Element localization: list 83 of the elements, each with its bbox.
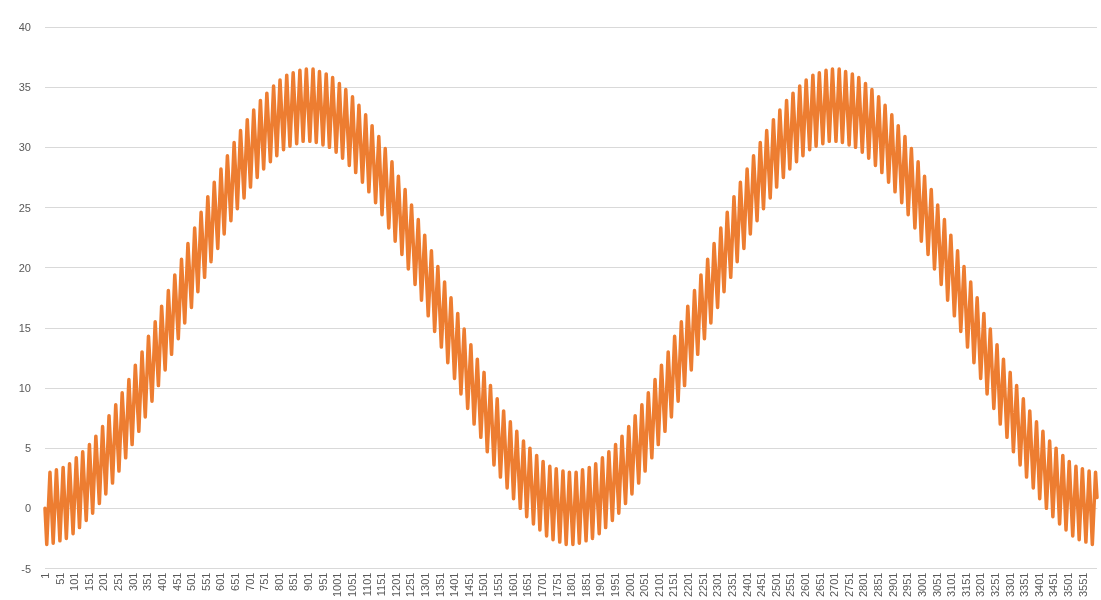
x-tick-label: 851	[287, 572, 300, 591]
x-tick-label: 351	[141, 572, 154, 591]
x-tick-label: 3251	[988, 572, 1001, 598]
x-tick-label: 3201	[974, 572, 987, 598]
x-tick-label: 3151	[959, 572, 972, 598]
x-tick-label: 2051	[638, 572, 651, 598]
x-tick-label: 1801	[565, 572, 578, 598]
x-tick-label: 2651	[813, 572, 826, 598]
y-tick-label: 30	[18, 141, 31, 154]
y-tick-label: -5	[21, 562, 31, 575]
x-tick-label: 3501	[1062, 572, 1075, 598]
x-tick-label: 651	[229, 572, 241, 591]
x-tick-label: 151	[82, 572, 95, 591]
x-tick-label: 1651	[521, 572, 534, 598]
x-tick-label: 2401	[740, 572, 753, 598]
x-tick-label: 1901	[594, 572, 607, 598]
x-tick-label: 3301	[1003, 572, 1016, 598]
x-tick-label: 2951	[901, 572, 914, 598]
y-tick-label: 15	[18, 321, 31, 334]
x-tick-label: 2251	[696, 572, 709, 598]
x-tick-label: 1301	[418, 572, 431, 598]
x-tick-label: 3351	[1018, 572, 1031, 598]
x-tick-label: 1451	[462, 572, 475, 598]
x-tick-label: 501	[185, 572, 198, 591]
x-tick-label: 451	[170, 572, 183, 591]
x-tick-label: 901	[302, 572, 315, 591]
x-tick-label: 601	[214, 572, 227, 591]
line-series	[43, 67, 1099, 547]
x-tick-label: 401	[155, 572, 168, 591]
y-tick-label: 35	[18, 81, 31, 94]
x-tick-label: 1951	[608, 572, 621, 598]
x-tick-label: 2701	[828, 572, 841, 598]
y-tick-label: 10	[18, 382, 31, 395]
x-tick-label: 1501	[477, 572, 490, 598]
x-tick-label: 1151	[375, 572, 388, 597]
x-tick-label: 1701	[535, 572, 548, 598]
x-tick-label: 3551	[1076, 572, 1089, 598]
y-tick-label: 0	[24, 502, 31, 515]
x-tick-label: 1251	[404, 572, 417, 598]
y-tick-label: 20	[18, 261, 31, 274]
x-tick-label: 3401	[1032, 572, 1045, 598]
x-tick-label: 2201	[682, 572, 695, 598]
x-tick-label: 3051	[930, 572, 943, 598]
x-tick-label: 801	[272, 572, 285, 591]
x-tick-label: 2301	[711, 572, 724, 598]
x-tick-label: 2501	[769, 572, 782, 598]
x-tick-label: 1051	[345, 572, 358, 598]
y-tick-label: 40	[18, 21, 31, 33]
x-tick-label: 3101	[945, 572, 958, 598]
x-tick-label: 1001	[331, 572, 344, 598]
x-tick-label: 2801	[857, 572, 870, 598]
x-tick-label: 3001	[915, 572, 928, 598]
x-tick-label: 251	[112, 572, 125, 591]
x-tick-label: 2151	[667, 572, 680, 598]
x-tick-label: 1751	[550, 572, 563, 598]
y-tick-label: 5	[24, 442, 31, 455]
x-tick-label: 951	[316, 572, 329, 591]
x-tick-label: 2601	[798, 572, 811, 598]
x-tick-label: 1401	[448, 572, 461, 598]
x-tick-label: 301	[126, 572, 139, 591]
x-tick-label: 1	[39, 572, 51, 579]
x-tick-label: 2001	[623, 572, 636, 598]
x-tick-label: 1101	[360, 572, 373, 597]
x-tick-label: 2351	[725, 572, 738, 598]
x-tick-label: 2101	[652, 572, 665, 598]
x-tick-label: 1851	[579, 572, 592, 598]
x-tick-label: 551	[199, 572, 212, 591]
x-tick-label: 201	[97, 572, 110, 591]
x-tick-label: 2551	[784, 572, 797, 598]
x-tick-label: 2901	[886, 572, 899, 598]
x-tick-label: 51	[53, 572, 66, 585]
x-tick-label: 751	[258, 572, 271, 591]
x-tick-label: 2851	[872, 572, 885, 598]
y-tick-label: 25	[18, 201, 31, 214]
x-tick-label: 1601	[506, 572, 519, 598]
x-tick-label: 1551	[492, 572, 505, 598]
x-tick-label: 701	[243, 572, 256, 591]
x-tick-label: 3451	[1047, 572, 1060, 598]
x-tick-label: 2751	[842, 572, 855, 598]
x-tick-label: 1201	[389, 572, 402, 598]
x-tick-label: 2451	[755, 572, 768, 598]
x-tick-label: 1351	[433, 572, 446, 598]
x-tick-label: 101	[68, 572, 81, 591]
